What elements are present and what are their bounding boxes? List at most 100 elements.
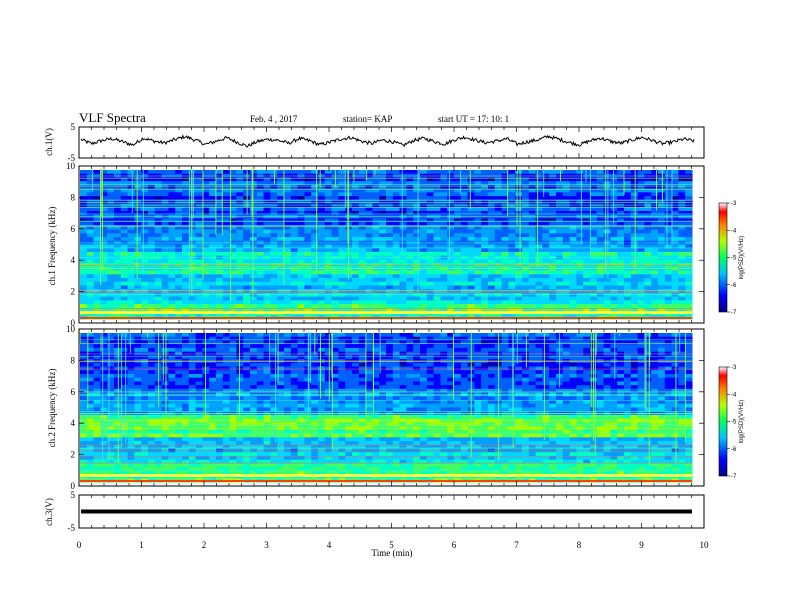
ch1-spec-cell bbox=[236, 222, 244, 227]
ch2-spec-cell bbox=[107, 366, 115, 371]
ch1-spec-cell bbox=[236, 296, 244, 301]
ch2-spec-cell bbox=[352, 362, 360, 368]
ch1-spec-cell bbox=[603, 177, 611, 182]
ch1-spec-cell bbox=[569, 248, 577, 253]
ch1-spec-cell bbox=[154, 251, 163, 257]
ch1-spec-cell bbox=[107, 296, 115, 301]
ch2-spec-cell bbox=[454, 373, 462, 379]
ch1-spec-cell bbox=[556, 184, 564, 190]
ch1-waveform-line bbox=[80, 134, 695, 148]
ch2-spec-cell bbox=[80, 366, 88, 371]
ch1-spec-cell bbox=[624, 222, 632, 227]
ch2-spec-cell bbox=[549, 344, 557, 349]
ch2-spec-cell bbox=[358, 344, 367, 349]
ch2-spec-cell bbox=[250, 362, 258, 368]
ch2-spec-cell bbox=[250, 347, 258, 353]
ch1-spec-cell bbox=[331, 270, 339, 275]
ch1-spec-cell bbox=[494, 192, 503, 197]
ch1-spec-cell bbox=[569, 270, 577, 275]
ch1-spec-cell bbox=[576, 251, 584, 257]
ch1-spec-cell bbox=[651, 199, 659, 205]
ch1-spec-cell bbox=[494, 181, 503, 186]
ch1-spec-cell bbox=[637, 229, 645, 234]
ch1-spec-cell bbox=[535, 181, 543, 186]
ch1-spec-cell bbox=[168, 237, 176, 242]
ch1-spec-cell bbox=[426, 300, 435, 305]
ch1-spec-cell bbox=[426, 292, 435, 298]
ch1-spec-cell bbox=[175, 210, 183, 216]
ch1-spec-cell bbox=[685, 177, 693, 182]
ch2-spec-cell bbox=[406, 366, 414, 371]
ch1-spec-cell bbox=[304, 285, 312, 290]
ch1-spec-cell bbox=[318, 300, 326, 305]
ch1-spec-cell bbox=[637, 184, 645, 190]
ch1-spec-cell bbox=[685, 184, 693, 190]
ch1-spec-cell bbox=[250, 214, 258, 219]
ch1-spec-cell bbox=[528, 292, 537, 298]
ch2-spec-cell bbox=[678, 373, 686, 379]
ch1-spec-cell bbox=[522, 192, 530, 197]
ch1-spec-cell bbox=[603, 196, 611, 201]
ch1-spec-cell bbox=[671, 270, 679, 275]
ch1-spec-cell bbox=[664, 184, 673, 190]
ch2-spec-cell bbox=[195, 340, 203, 345]
ch1-spec-cell bbox=[297, 281, 305, 286]
ch1-spec-cell bbox=[134, 233, 142, 238]
ch2-spec-cell bbox=[664, 355, 673, 360]
ch1-spec-cell bbox=[372, 184, 380, 190]
ch1-spec-cell bbox=[243, 263, 251, 268]
ch2-spec-cell bbox=[256, 340, 265, 345]
ch2-spec-cell bbox=[630, 366, 639, 371]
ch1-spec-cell bbox=[114, 199, 122, 205]
ch2-spec-cell bbox=[338, 373, 346, 379]
ch1-spec-cell bbox=[671, 214, 679, 219]
ch1-spec-cell bbox=[134, 237, 142, 242]
ch1-spec-cell bbox=[236, 229, 244, 234]
ch1-spec-cell bbox=[107, 278, 115, 283]
ch1-spec-cell bbox=[583, 251, 591, 257]
ch2-spec-cell bbox=[86, 370, 95, 375]
ch1-spec-cell bbox=[311, 251, 319, 257]
ch1-spec-cell bbox=[263, 296, 271, 301]
ch1-spec-cell bbox=[576, 255, 584, 260]
ch1-spec-cell bbox=[311, 263, 319, 268]
ch1-spec-cell bbox=[277, 266, 285, 272]
ch2-spec-cell bbox=[569, 355, 577, 360]
ch1-spec-cell bbox=[474, 199, 482, 205]
ch1-spec-cell bbox=[528, 285, 537, 290]
ch1-spec-cell bbox=[603, 296, 611, 301]
ch1-spec-cell bbox=[549, 229, 557, 234]
ch1-spec-cell bbox=[590, 307, 598, 313]
ch1-spec-cell bbox=[202, 296, 210, 301]
ch2-spec-cell bbox=[583, 370, 591, 375]
ch2-spec-cell bbox=[399, 340, 407, 345]
ch1-spec-cell bbox=[624, 207, 632, 212]
ch2-spec-cell bbox=[284, 355, 292, 360]
ch1-spec-cell bbox=[229, 214, 237, 219]
ch1-spec-cell bbox=[535, 304, 543, 309]
ch2-spec-cell bbox=[256, 347, 265, 353]
ch1-spec-cell bbox=[528, 203, 537, 208]
ch1-spec-cell bbox=[107, 196, 115, 201]
ch1-spec-cell bbox=[202, 229, 210, 234]
ch2-spec-cell bbox=[386, 370, 394, 375]
ch1-spec-cell bbox=[637, 300, 645, 305]
ch1-spec-cell bbox=[365, 218, 373, 223]
ch1-spec-cell bbox=[154, 177, 163, 182]
ch1-spec-cell bbox=[338, 218, 346, 223]
ch2-spec-cell bbox=[372, 340, 380, 345]
ch1-spec-cell bbox=[583, 259, 591, 264]
ch1-spec-cell bbox=[515, 292, 523, 298]
ch1-spec-cell bbox=[168, 281, 176, 286]
ch1-spec-cell bbox=[671, 218, 679, 223]
ch1-spec-cell bbox=[311, 285, 319, 290]
ch1-spec-cell bbox=[209, 196, 217, 201]
ch1-spec-cell bbox=[426, 263, 435, 268]
ch1-spec-cell bbox=[644, 300, 652, 305]
ch1-spec-cell bbox=[107, 170, 115, 175]
ch1-spec-cell bbox=[630, 251, 639, 257]
ch1-spec-cell bbox=[311, 307, 319, 313]
ch1-spec-cell bbox=[481, 170, 489, 175]
ch1-spec-cell bbox=[256, 270, 265, 275]
ch1-spec-cell bbox=[474, 281, 482, 286]
